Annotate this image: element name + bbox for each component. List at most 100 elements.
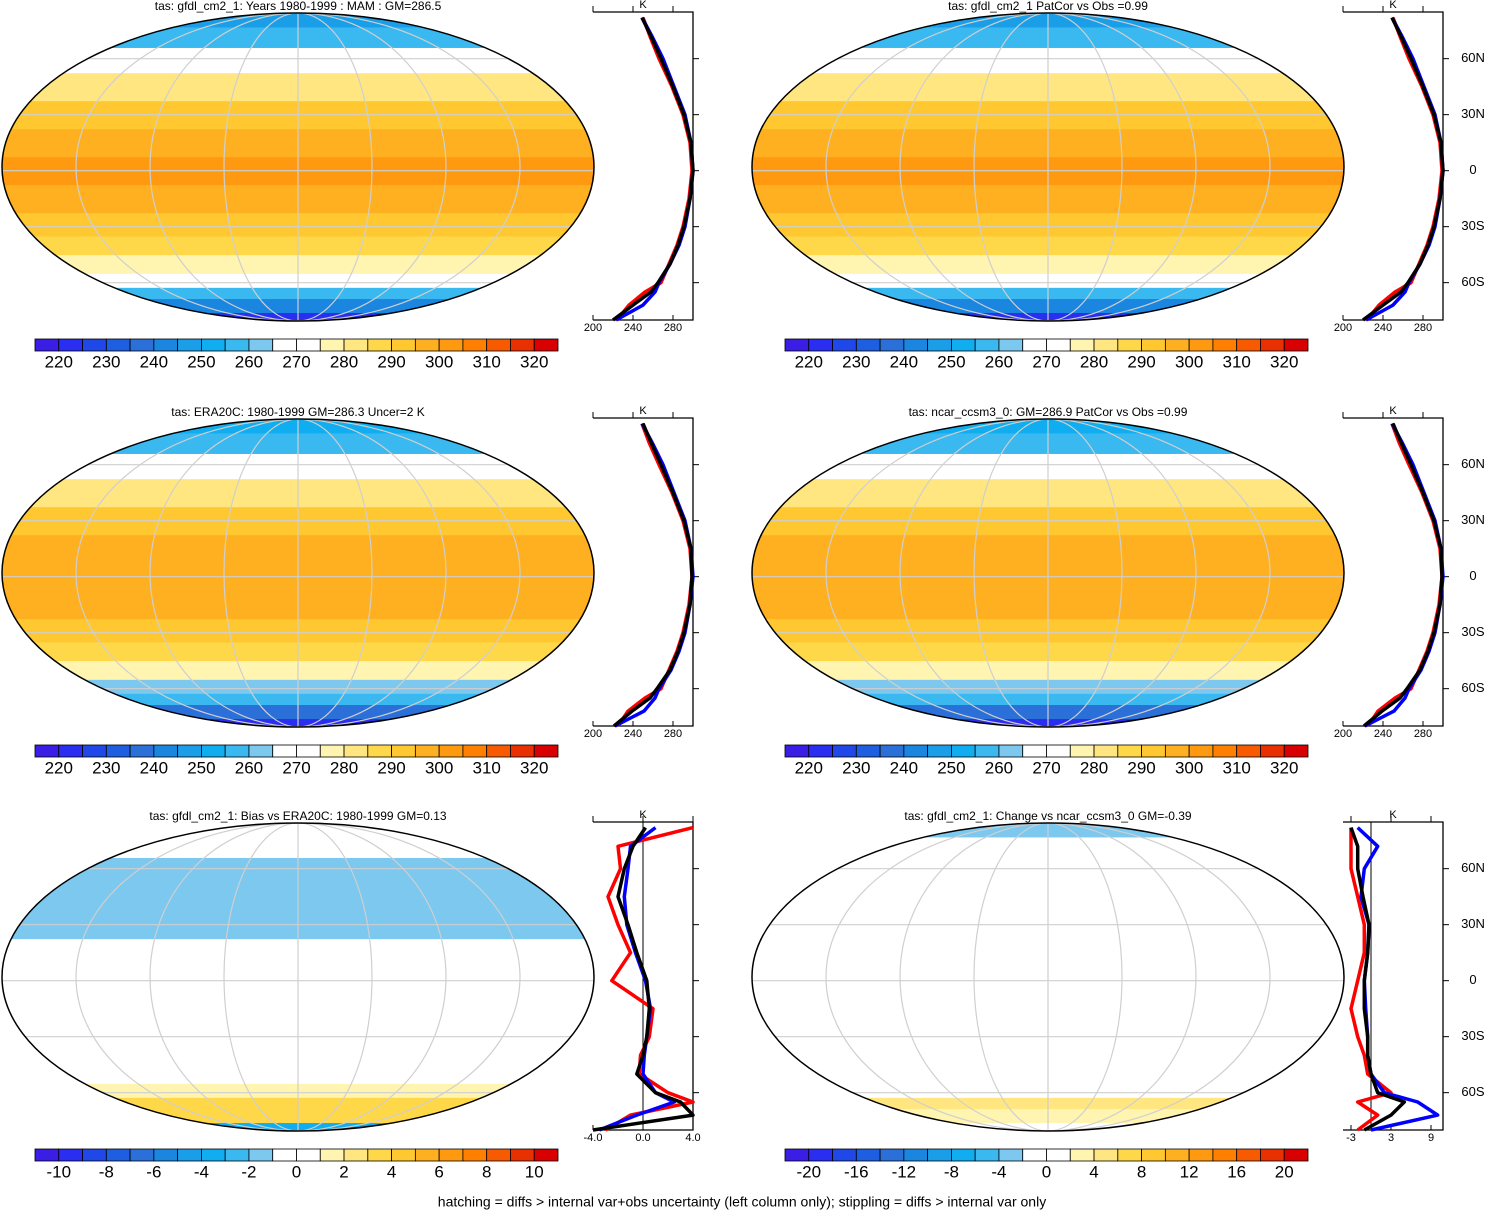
colorbar-label: 310 bbox=[472, 758, 500, 777]
colorbar-label: 16 bbox=[1227, 1162, 1246, 1181]
colorbar-box bbox=[832, 1148, 857, 1162]
colorbar-box bbox=[998, 1148, 1024, 1162]
y-tick-label: 60S bbox=[1461, 1084, 1484, 1099]
colorbar-box bbox=[319, 744, 345, 758]
footer-note: hatching = diffs > internal var+obs unce… bbox=[438, 1194, 1046, 1210]
map-outline bbox=[1, 12, 595, 322]
colorbar-box bbox=[367, 1148, 392, 1162]
colorbar-label: 270 bbox=[282, 758, 310, 777]
colorbar-box bbox=[319, 1148, 345, 1162]
colorbar-box bbox=[486, 744, 511, 758]
profile-line bbox=[592, 826, 695, 1132]
colorbar-box bbox=[1212, 338, 1238, 352]
profile-line bbox=[1365, 16, 1445, 322]
colorbar-box bbox=[1093, 1148, 1119, 1162]
colorbar-box bbox=[1283, 338, 1309, 352]
colorbar-label: 310 bbox=[1222, 352, 1250, 371]
graticule-meridian bbox=[973, 419, 1123, 727]
colorbar-label: -10 bbox=[46, 1162, 71, 1181]
colorbar-label: 300 bbox=[425, 758, 453, 777]
colorbar-box bbox=[1212, 1148, 1238, 1162]
colorbar-label: 320 bbox=[520, 352, 548, 371]
map-title: tas: gfdl_cm2_1: Change vs ncar_ccsm3_0 … bbox=[904, 809, 1191, 823]
colorbar-label: 250 bbox=[937, 352, 965, 371]
colorbar-box bbox=[1212, 744, 1238, 758]
colorbar-box bbox=[129, 744, 155, 758]
graticule-meridian bbox=[825, 823, 1271, 1131]
colorbar-label: -2 bbox=[241, 1162, 256, 1181]
colorbar-label: -4 bbox=[991, 1162, 1006, 1181]
colorbar-box bbox=[784, 744, 810, 758]
colorbar-box bbox=[1260, 744, 1285, 758]
colorbar-box bbox=[832, 744, 857, 758]
colorbar-box bbox=[414, 1148, 440, 1162]
y-tick-label: 30S bbox=[1461, 1028, 1484, 1043]
profile-line bbox=[615, 16, 695, 322]
profile-line bbox=[1362, 422, 1444, 728]
colorbar-label: 320 bbox=[1270, 352, 1298, 371]
graticule-meridian bbox=[899, 13, 1197, 321]
profile-frame bbox=[593, 417, 694, 727]
x-axis-label: K bbox=[639, 0, 647, 11]
colorbar-box bbox=[58, 1148, 83, 1162]
colorbar-label: 240 bbox=[890, 352, 918, 371]
colorbar-box bbox=[248, 744, 274, 758]
colorbar-box bbox=[998, 744, 1024, 758]
colorbar-box bbox=[58, 744, 83, 758]
colorbar-box bbox=[974, 338, 1000, 352]
colorbar-label: 290 bbox=[1127, 758, 1155, 777]
colorbar-label: 260 bbox=[985, 758, 1013, 777]
x-tick-label: 240 bbox=[1374, 728, 1392, 740]
colorbar-label: 8 bbox=[1137, 1162, 1146, 1181]
colorbar-box bbox=[1117, 338, 1142, 352]
graticule-meridian bbox=[149, 823, 447, 1131]
colorbar-box bbox=[1236, 338, 1261, 352]
profile-line bbox=[615, 16, 694, 322]
colorbar-box bbox=[129, 1148, 155, 1162]
x-tick-label: 240 bbox=[1374, 322, 1392, 334]
colorbar-box bbox=[391, 744, 416, 758]
colorbar-box bbox=[1022, 1148, 1047, 1162]
colorbar-label: 220 bbox=[795, 758, 823, 777]
colorbar-box bbox=[462, 338, 488, 352]
colorbar-label: -20 bbox=[796, 1162, 821, 1181]
graticule-meridian bbox=[149, 13, 447, 321]
colorbar-label: 230 bbox=[92, 352, 120, 371]
colorbar-box bbox=[1188, 744, 1214, 758]
x-tick-label: 200 bbox=[1334, 322, 1352, 334]
colorbar-box bbox=[224, 1148, 250, 1162]
colorbar-label: 12 bbox=[1180, 1162, 1199, 1181]
colorbar-box bbox=[1164, 338, 1190, 352]
colorbar-box bbox=[105, 338, 131, 352]
graticule-meridian bbox=[223, 13, 373, 321]
colorbar-box bbox=[879, 1148, 905, 1162]
x-tick-label: 280 bbox=[1414, 322, 1432, 334]
graticule-meridian bbox=[825, 13, 1271, 321]
y-tick-label: 0 bbox=[1469, 162, 1476, 177]
y-tick-label: 60S bbox=[1461, 680, 1484, 695]
colorbar-box bbox=[1069, 1148, 1095, 1162]
profile-line bbox=[1349, 827, 1407, 1132]
colorbar-box bbox=[533, 1148, 559, 1162]
x-axis-label: K bbox=[1389, 809, 1397, 821]
colorbar-box bbox=[272, 744, 297, 758]
colorbar-label: 270 bbox=[282, 352, 310, 371]
colorbar-box bbox=[367, 338, 392, 352]
colorbar-label: -12 bbox=[892, 1162, 917, 1181]
map-outline bbox=[751, 12, 1345, 322]
colorbar-box bbox=[879, 338, 905, 352]
colorbar-box bbox=[510, 1148, 535, 1162]
colorbar-box bbox=[391, 338, 416, 352]
colorbar-label: 0 bbox=[292, 1162, 301, 1181]
colorbar-box bbox=[1164, 744, 1190, 758]
colorbar-label: 310 bbox=[1222, 758, 1250, 777]
colorbar-label: 10 bbox=[525, 1162, 544, 1181]
colorbar-box bbox=[105, 1148, 131, 1162]
colorbar-box bbox=[224, 338, 250, 352]
colorbar-box bbox=[951, 744, 976, 758]
x-tick-label: 280 bbox=[664, 322, 682, 334]
x-tick-label: -4.0 bbox=[584, 1132, 603, 1144]
colorbar-label: 250 bbox=[937, 758, 965, 777]
y-tick-label: 60N bbox=[1461, 456, 1485, 471]
profile-line bbox=[611, 16, 695, 322]
